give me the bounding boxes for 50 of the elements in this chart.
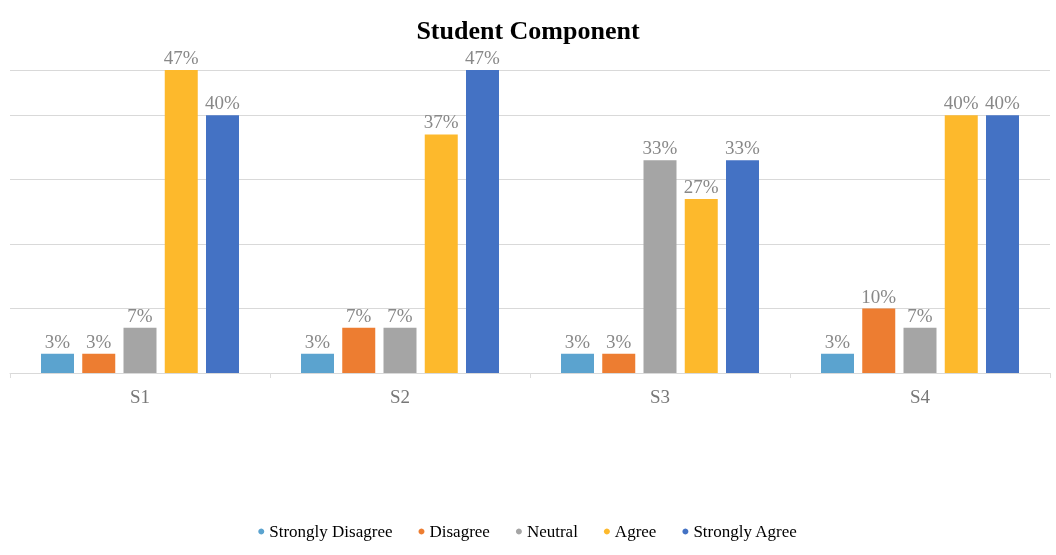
data-label: 7% [387, 304, 413, 326]
bar [986, 115, 1019, 373]
bar [643, 160, 677, 373]
data-label: 27% [683, 175, 719, 197]
bar [342, 327, 376, 373]
data-label: 40% [985, 92, 1021, 114]
x-tick-label: S3 [649, 386, 671, 407]
bar [726, 160, 759, 373]
bar [301, 353, 334, 373]
legend-label: Strongly Agree [693, 522, 797, 541]
data-label: 3% [44, 330, 71, 352]
data-label: 3% [86, 330, 112, 352]
x-tick-label: S4 [909, 386, 931, 407]
data-label: 47% [163, 47, 199, 68]
legend-label: Strongly Disagree [269, 522, 393, 541]
data-label: 3% [824, 330, 851, 352]
bar [123, 327, 157, 373]
bar [944, 115, 978, 373]
bar [684, 198, 718, 373]
legend-label: Agree [614, 522, 657, 541]
data-label: 3% [606, 330, 632, 352]
data-label: 37% [423, 111, 459, 133]
data-label: 40% [205, 92, 241, 114]
chart-title: Student Component [416, 15, 640, 45]
bar [206, 115, 239, 373]
data-label: 33% [642, 137, 678, 159]
bar [466, 70, 499, 373]
data-label: 7% [907, 304, 933, 326]
x-tick-label: S2 [389, 386, 411, 407]
bar [602, 353, 636, 373]
bar [383, 327, 417, 373]
bar [41, 353, 74, 373]
bar [862, 308, 896, 373]
legend-label: Neutral [526, 522, 579, 541]
bar [424, 134, 458, 373]
x-tick-label: S1 [129, 386, 151, 407]
data-label: 47% [465, 47, 501, 68]
data-label: 7% [127, 304, 153, 326]
legend-label: Disagree [429, 522, 490, 541]
data-label: 3% [304, 330, 331, 352]
bar [164, 70, 198, 373]
data-label: 10% [861, 285, 897, 307]
bar [903, 327, 937, 373]
data-label: 33% [725, 137, 761, 159]
bar [82, 353, 116, 373]
bar [561, 353, 594, 373]
bar [821, 353, 854, 373]
data-label: 3% [564, 330, 591, 352]
data-label: 7% [346, 304, 372, 326]
data-label: 40% [943, 92, 979, 114]
